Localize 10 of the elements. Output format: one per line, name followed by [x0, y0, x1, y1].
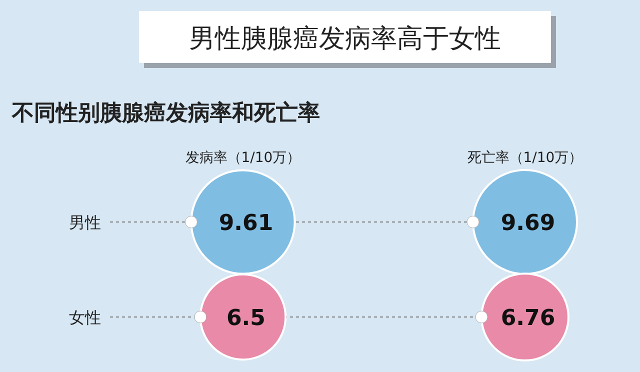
data-label: 9.61 — [218, 211, 274, 236]
text: 不同性别胰腺癌发病率和死亡率 — [11, 100, 320, 126]
category-label: 死亡率（1/10万） — [467, 150, 583, 166]
data-label: 6.5 — [226, 306, 266, 331]
text: 女性 — [69, 308, 101, 327]
text: 男性胰腺癌发病率高于女性 — [189, 24, 501, 54]
text: 男性 — [69, 213, 101, 232]
category-label: 发病率（1/10万） — [185, 150, 301, 166]
data-label: 9.69 — [500, 211, 556, 236]
data-label: 6.76 — [500, 306, 556, 331]
